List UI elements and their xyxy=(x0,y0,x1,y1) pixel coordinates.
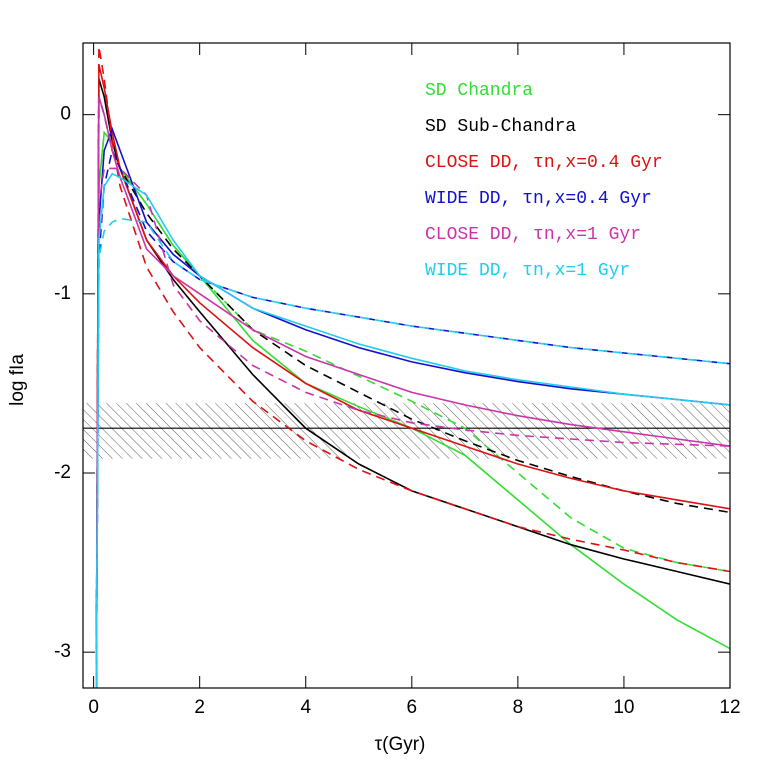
hatched-band xyxy=(83,403,730,459)
x-tick-label: 6 xyxy=(407,697,418,718)
legend-label: SD Chandra xyxy=(425,81,533,101)
y-tick-label: -2 xyxy=(54,462,71,483)
line xyxy=(95,172,730,688)
plot-lines xyxy=(95,46,730,688)
dashed-line xyxy=(95,167,730,688)
y-axis-label: log fIa xyxy=(7,354,28,406)
legend-label: WIDE DD, τn,x=0.4 Gyr xyxy=(425,189,652,209)
line xyxy=(95,96,730,688)
x-tick-label: 0 xyxy=(88,697,99,718)
legend-label: SD Sub-Chandra xyxy=(425,117,576,137)
dashed-line xyxy=(95,96,730,688)
dashed-line xyxy=(95,217,730,688)
legend-label: CLOSE DD, τn,x=1 Gyr xyxy=(425,225,641,245)
line xyxy=(95,130,730,688)
x-tick-label: 12 xyxy=(719,697,740,718)
line xyxy=(95,126,730,688)
legend-label: WIDE DD, τn,x=1 Gyr xyxy=(425,261,630,281)
x-tick-label: 8 xyxy=(513,697,524,718)
x-tick-label: 2 xyxy=(194,697,205,718)
x-tick-label: 10 xyxy=(613,697,634,718)
y-tick-label: -3 xyxy=(54,641,71,662)
line xyxy=(95,64,730,688)
x-tick-label: 4 xyxy=(300,697,311,718)
y-tick-label: 0 xyxy=(60,104,71,125)
dashed-line xyxy=(95,130,730,688)
plot-frame xyxy=(82,42,731,689)
x-axis-label: τ(Gyr) xyxy=(375,734,426,755)
y-tick-label: -1 xyxy=(54,283,71,304)
legend-label: CLOSE DD, τn,x=0.4 Gyr xyxy=(425,153,663,173)
